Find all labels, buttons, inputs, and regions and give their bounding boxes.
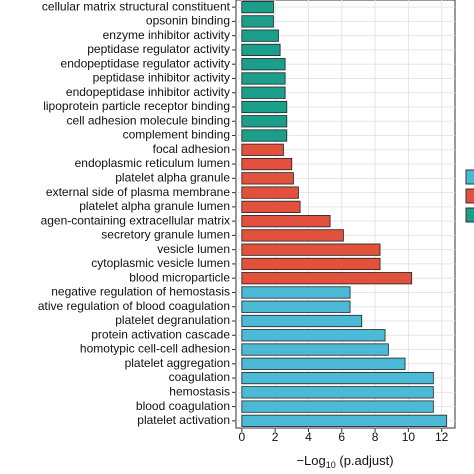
y-tick-label: agen-containing extracellular matrix — [41, 213, 230, 227]
bar — [241, 100, 288, 114]
x-tick-label: 0 — [238, 430, 245, 444]
x-tick-label: 8 — [372, 430, 379, 444]
bar — [241, 272, 413, 285]
y-tick-label: cytoplasmic vesicle lumen — [91, 256, 230, 270]
bar — [241, 143, 284, 156]
y-tick-label: negative regulation of hemostasis — [51, 285, 230, 299]
bar — [241, 371, 434, 385]
x-tick-label: 6 — [338, 430, 345, 444]
bar — [241, 1, 274, 14]
y-tick-label: platelet alpha granule — [115, 171, 230, 185]
bar — [241, 343, 389, 356]
bar — [241, 129, 288, 142]
bar — [241, 414, 448, 427]
y-tick-label: opsonin binding — [146, 14, 230, 28]
y-tick-label: endopeptidase regulator activity — [61, 56, 230, 70]
y-tick-label: homotypic cell-cell adhesion — [80, 342, 230, 356]
bar — [241, 386, 434, 399]
x-tick-label: 10 — [402, 430, 416, 444]
bar — [241, 186, 299, 199]
bar — [241, 157, 293, 171]
bar — [241, 172, 294, 185]
bar — [241, 200, 301, 213]
bar — [241, 286, 351, 299]
y-tick-label: blood microparticle — [129, 270, 230, 284]
y-tick-label: focal adhesion — [153, 142, 230, 156]
y-tick-label: protein activation cascade — [91, 327, 230, 341]
bar — [241, 314, 363, 328]
y-tick-label: secretory granule lumen — [101, 228, 230, 242]
y-tick-label: endoplasmic reticulum lumen — [75, 156, 230, 170]
bar — [241, 215, 331, 228]
y-tick-label: platelet alpha granule lumen — [79, 199, 230, 213]
x-axis-title-main: −Log — [296, 453, 325, 468]
y-tick-label: peptidase regulator activity — [87, 42, 230, 56]
bar — [241, 329, 386, 342]
y-tick-label: ative regulation of blood coagulation — [38, 299, 230, 313]
y-tick-label: complement binding — [123, 128, 230, 142]
x-axis-title: −Log10 (p.adjust) — [296, 453, 393, 470]
legend-key — [465, 169, 474, 185]
x-axis-title-rest: (p.adjust) — [336, 453, 394, 468]
legend-key — [465, 188, 474, 204]
bar — [241, 15, 274, 28]
y-tick-label: endopeptidase inhibitor activity — [66, 85, 230, 99]
bar — [241, 29, 279, 42]
bar — [241, 243, 381, 256]
bar — [241, 400, 434, 413]
y-tick-label: hemostasis — [169, 385, 230, 399]
bar — [241, 72, 286, 85]
y-tick-label: platelet activation — [137, 413, 230, 427]
bar — [241, 86, 286, 99]
x-axis-title-sub: 10 — [326, 460, 336, 470]
y-tick-label: enzyme inhibitor activity — [103, 28, 230, 42]
y-tick-label: vesicle lumen — [157, 242, 230, 256]
y-tick-label: external side of plasma membrane — [46, 185, 230, 199]
y-tick-label: lipoprotein particle receptor binding — [43, 99, 230, 113]
legend-key — [465, 207, 474, 223]
y-tick-label: platelet degranulation — [115, 313, 230, 327]
y-tick-label: cell adhesion molecule binding — [67, 113, 230, 127]
y-tick-label: blood coagulation — [136, 399, 230, 413]
bar — [241, 257, 381, 271]
bar — [241, 115, 288, 128]
y-tick-label: coagulation — [169, 370, 230, 384]
plot-panel — [235, 0, 456, 429]
y-tick-label: peptidase inhibitor activity — [93, 71, 230, 85]
x-tick-label: 12 — [435, 430, 449, 444]
bar — [241, 43, 281, 57]
bar — [241, 300, 351, 313]
x-tick-label: 4 — [305, 430, 312, 444]
x-tick-label: 2 — [272, 430, 279, 444]
bar — [241, 58, 286, 71]
bar — [241, 229, 344, 242]
y-tick-label: cellular matrix structural constituent — [42, 0, 231, 13]
bar — [241, 357, 406, 370]
y-tick-label: platelet aggregation — [125, 356, 230, 370]
